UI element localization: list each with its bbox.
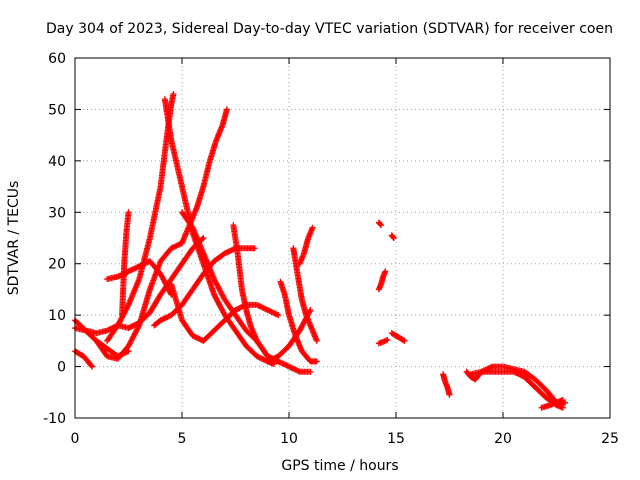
data-point bbox=[390, 235, 397, 241]
plot-frame bbox=[74, 57, 611, 419]
x-tick-label: 5 bbox=[178, 431, 187, 447]
series-arc-i bbox=[179, 209, 314, 375]
x-tick-label: 15 bbox=[387, 431, 405, 447]
data-point bbox=[377, 221, 384, 228]
data-point bbox=[382, 268, 389, 275]
data-point bbox=[223, 106, 230, 113]
data-point bbox=[446, 391, 453, 398]
y-tick-label: 20 bbox=[48, 257, 66, 273]
y-tick-label: 50 bbox=[48, 102, 66, 118]
series-arc-r bbox=[375, 268, 389, 293]
y-axis-label: SDTVAR / TECUs bbox=[6, 181, 22, 296]
x-tick-label: 20 bbox=[494, 431, 512, 447]
series-arc-y bbox=[538, 397, 566, 411]
x-tick-label: 0 bbox=[71, 431, 80, 447]
data-point bbox=[313, 358, 320, 365]
series-arc-o bbox=[290, 245, 320, 344]
data-point bbox=[390, 234, 397, 241]
series-arc-l bbox=[230, 222, 282, 365]
series-arc-h bbox=[161, 96, 278, 367]
data-point bbox=[275, 358, 282, 365]
data-point bbox=[559, 404, 566, 411]
series-arc-g bbox=[104, 91, 177, 344]
y-tick-label: 0 bbox=[57, 360, 66, 376]
data-point bbox=[88, 362, 95, 369]
data-points bbox=[72, 91, 569, 411]
data-point bbox=[307, 307, 314, 313]
series-arc-u bbox=[388, 330, 408, 344]
data-point bbox=[125, 209, 132, 216]
series-arc-s bbox=[375, 336, 391, 347]
grid bbox=[75, 58, 610, 418]
series-arc-p bbox=[296, 224, 316, 267]
data-point bbox=[251, 245, 258, 252]
y-tick-label: 10 bbox=[48, 308, 66, 324]
series-arc-e bbox=[93, 106, 230, 362]
series-arc-q bbox=[375, 219, 385, 229]
data-point bbox=[313, 337, 320, 344]
data-point bbox=[89, 363, 96, 370]
data-point bbox=[307, 368, 314, 375]
series-arc-k bbox=[151, 245, 258, 329]
data-point bbox=[170, 91, 177, 97]
series-arc-t bbox=[388, 232, 397, 241]
y-tick-label: 30 bbox=[48, 205, 66, 221]
axis-ticks: 0 5 10 15 20 25 -10 0 10 20 30 40 50 60 bbox=[43, 51, 619, 447]
x-axis-label: GPS time / hours bbox=[281, 458, 398, 474]
data-point bbox=[401, 337, 408, 344]
series-arc-j bbox=[168, 281, 282, 344]
series-arc-f bbox=[119, 209, 132, 319]
data-point bbox=[378, 222, 385, 229]
series-arc-v bbox=[440, 371, 453, 398]
series-arc-n bbox=[277, 278, 320, 365]
y-tick-label: -10 bbox=[43, 411, 66, 427]
data-point bbox=[384, 336, 391, 343]
data-point bbox=[559, 397, 566, 403]
y-tick-label: 40 bbox=[48, 154, 66, 170]
data-point bbox=[200, 235, 207, 241]
y-tick-label: 60 bbox=[48, 51, 66, 67]
x-tick-label: 25 bbox=[601, 431, 619, 447]
data-point bbox=[275, 312, 282, 319]
x-tick-label: 10 bbox=[280, 431, 298, 447]
data-point bbox=[309, 224, 316, 231]
chart-title: Day 304 of 2023, Sidereal Day-to-day VTE… bbox=[46, 21, 613, 37]
